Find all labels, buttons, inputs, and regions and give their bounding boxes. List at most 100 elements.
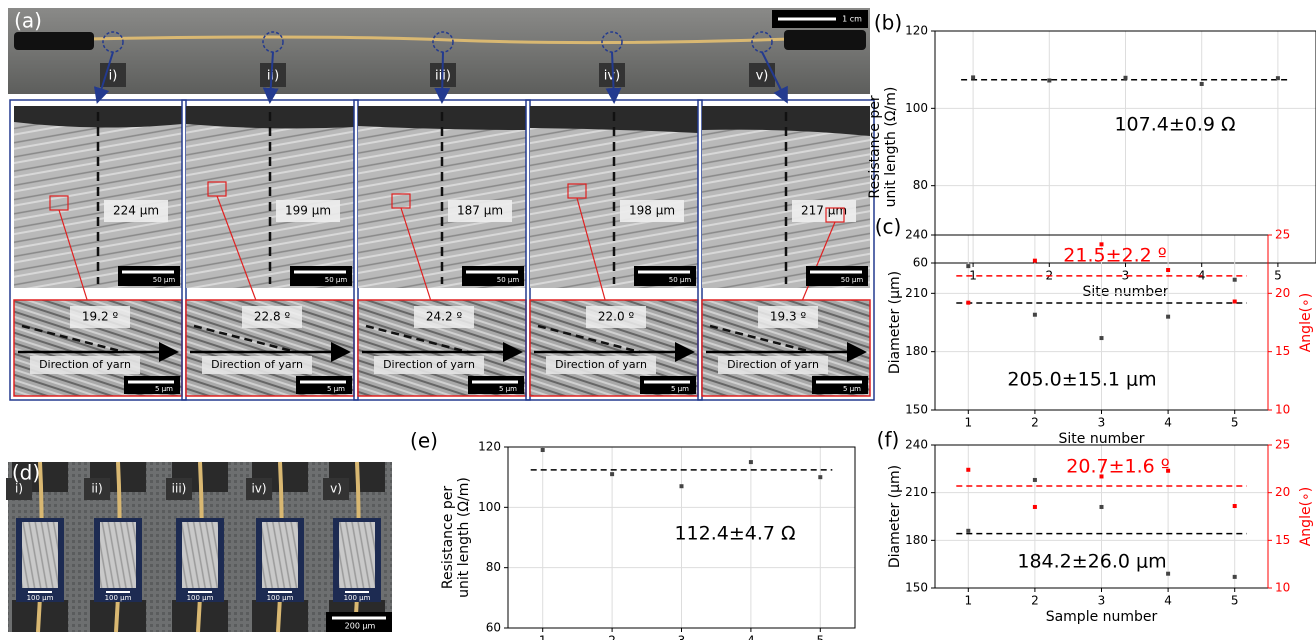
diameter-label: 198 μm <box>629 204 675 218</box>
y-tick-label: 210 <box>905 286 928 300</box>
site-arrow <box>442 52 443 100</box>
x-tick-label: 2 <box>1031 594 1039 608</box>
annotation: 184.2±26.0 μm <box>1017 551 1166 573</box>
y-tick-label: 210 <box>905 485 928 499</box>
page: (a)1 cmi)224 μm50 μm19.2 ºDirection of y… <box>0 0 1316 640</box>
data-point <box>1100 336 1104 340</box>
data-point <box>1033 313 1037 317</box>
scale-label: 50 μm <box>325 276 348 284</box>
y-tick-label: 180 <box>905 344 928 358</box>
y2-axis-title: Angle(∘) <box>1298 487 1314 547</box>
scale-label: 50 μm <box>669 276 692 284</box>
y2-tick-label: 25 <box>1275 438 1290 452</box>
y-axis-title: Resistance per <box>440 486 456 589</box>
inset-sem <box>339 522 375 588</box>
data-point <box>1166 268 1170 272</box>
data-point <box>610 472 614 476</box>
angle-label: 19.2 º <box>82 310 119 324</box>
data-point <box>971 75 975 79</box>
diameter-label: 187 μm <box>457 204 503 218</box>
sample-label: iv) <box>251 482 266 496</box>
scale-label: 100 μm <box>105 594 132 602</box>
y-tick-label: 100 <box>905 101 928 115</box>
data-point <box>1100 505 1104 509</box>
data-point <box>966 264 970 268</box>
y-axis-title: Resistance per <box>867 95 883 198</box>
y-tick-label: 80 <box>913 178 928 192</box>
scale-label: 100 μm <box>187 594 214 602</box>
sample-label: v) <box>330 482 342 496</box>
site-label: v) <box>756 69 769 84</box>
y2-tick-label: 20 <box>1275 286 1290 300</box>
x-tick-label: 5 <box>1274 269 1282 283</box>
y-tick-label: 60 <box>486 621 501 635</box>
annotation: 112.4±4.7 Ω <box>674 523 795 545</box>
data-point <box>541 448 545 452</box>
data-point <box>1124 76 1128 80</box>
data-point <box>966 468 970 472</box>
x-tick-label: 1 <box>964 594 972 608</box>
data-point <box>1233 504 1237 508</box>
diameter-label: 199 μm <box>285 204 331 218</box>
scale-label: 100 μm <box>27 594 54 602</box>
x-tick-label: 1 <box>964 416 972 430</box>
y-tick-label: 80 <box>486 560 501 574</box>
x-tick-label: 5 <box>816 634 824 640</box>
annotation: 107.4±0.9 Ω <box>1114 114 1235 136</box>
x-tick-label: 5 <box>1231 416 1239 430</box>
scale-label: 5 μm <box>671 385 689 393</box>
panel-label: (a) <box>14 9 42 33</box>
scale-label: 5 μm <box>327 385 345 393</box>
data-point <box>1166 572 1170 576</box>
panel-label: (c) <box>875 215 902 239</box>
y-axis-title: Diameter (μm) <box>887 271 903 374</box>
inset-sem <box>182 522 218 588</box>
direction-label: Direction of yarn <box>211 358 303 371</box>
data-point <box>680 484 684 488</box>
x-axis-title: Site number <box>1083 284 1169 300</box>
sample-label: ii) <box>91 482 102 496</box>
direction-label: Direction of yarn <box>383 358 475 371</box>
x-tick-label: 3 <box>1098 594 1106 608</box>
annotation: 21.5±2.2 º <box>1063 245 1166 267</box>
site-label: i) <box>109 69 118 84</box>
data-point <box>1233 300 1237 304</box>
site-label: ii) <box>267 69 279 84</box>
y-tick-label: 150 <box>905 581 928 595</box>
scale-label: 50 μm <box>153 276 176 284</box>
scale-label: 100 μm <box>267 594 294 602</box>
y-tick-label: 120 <box>478 440 501 454</box>
inset-sem <box>100 522 136 588</box>
panel-label: (b) <box>874 11 902 35</box>
y2-tick-label: 20 <box>1275 485 1290 499</box>
data-point <box>1233 278 1237 282</box>
x-tick-label: 4 <box>1164 416 1172 430</box>
scale-label: 5 μm <box>843 385 861 393</box>
direction-label: Direction of yarn <box>39 358 131 371</box>
annotation: 205.0±15.1 μm <box>1007 369 1156 391</box>
data-point <box>818 475 822 479</box>
y2-tick-label: 15 <box>1275 533 1290 547</box>
scale-label: 5 μm <box>499 385 517 393</box>
y-tick-label: 240 <box>905 228 928 242</box>
data-point <box>1166 315 1170 319</box>
y-tick-label: 240 <box>905 438 928 452</box>
data-point <box>1200 82 1204 86</box>
scale-label: 50 μm <box>497 276 520 284</box>
y-tick-label: 60 <box>913 256 928 270</box>
inset-sem <box>22 522 58 588</box>
annotation: 20.7±1.6 º <box>1066 456 1169 478</box>
direction-label: Direction of yarn <box>555 358 647 371</box>
angle-label: 22.0 º <box>598 310 635 324</box>
angle-label: 19.3 º <box>770 310 807 324</box>
x-axis-title: Sample number <box>1046 609 1158 625</box>
data-point <box>1233 575 1237 579</box>
y-tick-label: 180 <box>905 533 928 547</box>
data-point <box>966 529 970 533</box>
scale-label: 200 μm <box>345 622 376 631</box>
x-tick-label: 2 <box>1031 416 1039 430</box>
x-tick-label: 5 <box>1231 594 1239 608</box>
y2-axis-title: Angle(∘) <box>1298 293 1314 353</box>
x-tick-label: 3 <box>1098 416 1106 430</box>
scale-label: 5 μm <box>155 385 173 393</box>
